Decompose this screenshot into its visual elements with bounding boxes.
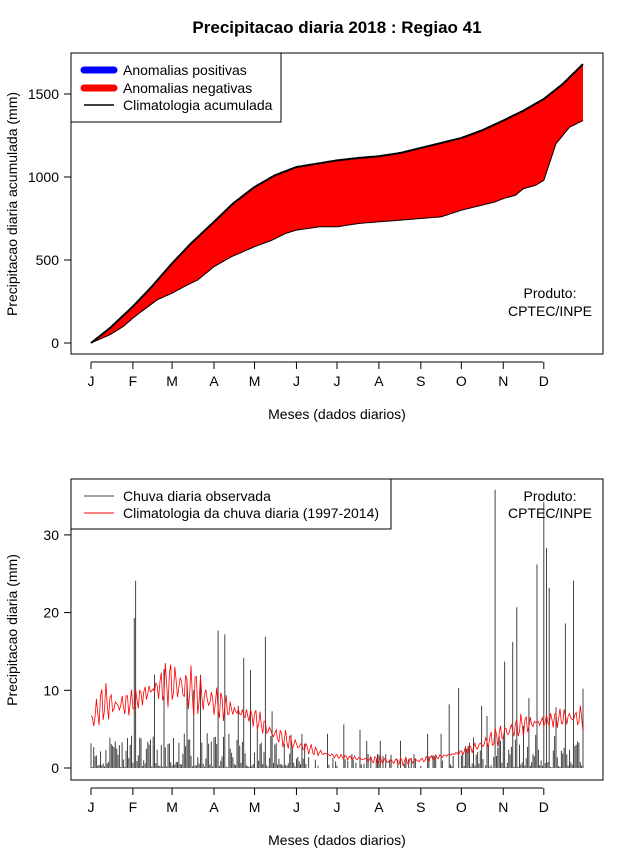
daily-chart: 0 10 20 30 J F M A M J J A S O N D Precipitacao diaria…: [4, 478, 604, 848]
producer-annotation-bottom-line1: Produto:: [524, 488, 577, 504]
x-tick-label-bottom: D: [539, 799, 549, 815]
y-tick-label-bottom: 10: [43, 682, 59, 698]
legend-label-positive: Anomalias positivas: [123, 62, 247, 78]
x-tick-label-bottom: S: [416, 799, 425, 815]
x-tick-label-bottom: A: [209, 799, 219, 815]
x-tick-label-top: M: [249, 373, 261, 389]
x-axis-label-bottom: Meses (dados diarios): [268, 832, 406, 848]
x-tick-label-bottom: J: [88, 799, 95, 815]
legend-box-bottom: [70, 478, 392, 530]
x-tick-label-top: A: [374, 373, 384, 389]
y-tick-label-top: 1500: [28, 86, 59, 102]
producer-annotation-top-line2: CPTEC/INPE: [508, 303, 592, 319]
legend-top: Anomalias positivas Anomalias negativas …: [70, 52, 282, 123]
x-tick-label-top: S: [416, 373, 425, 389]
x-tick-label-top: F: [129, 373, 138, 389]
y-tick-label-bottom: 20: [43, 605, 59, 621]
x-tick-label-top: M: [166, 373, 178, 389]
y-tick-label-bottom: 30: [43, 527, 59, 543]
x-tick-label-top: O: [456, 373, 467, 389]
x-tick-label-bottom: O: [456, 799, 467, 815]
y-axis-label-bottom: Precipitacao diaria (mm): [4, 554, 20, 706]
legend-label-climatology-daily: Climatologia da chuva diaria (1997-2014): [123, 505, 379, 521]
climatology-daily-line: [90, 662, 584, 767]
x-tick-label-top: D: [539, 373, 549, 389]
x-tick-label-top: J: [88, 373, 95, 389]
x-tick-label-top: J: [293, 373, 300, 389]
x-tick-label-bottom: M: [166, 799, 178, 815]
y-tick-label-bottom: 0: [51, 760, 59, 776]
cumulative-chart: 0 500 1000 1500 J F M A M J J A S O N D Precipitacao d…: [4, 52, 604, 422]
observed-daily-bars: [90, 489, 584, 768]
x-tick-label-bottom: A: [374, 799, 384, 815]
producer-annotation-bottom-line2: CPTEC/INPE: [508, 505, 592, 521]
y-axis-top: 0 500 1000 1500: [28, 86, 72, 351]
observed-cumulative-line: [90, 120, 584, 344]
y-axis-label-top: Precipitacao diaria acumulada (mm): [4, 92, 20, 316]
chart-title: Precipitacao diaria 2018 : Regiao 41: [192, 18, 481, 37]
x-tick-label-bottom: J: [293, 799, 300, 815]
y-tick-label-top: 500: [36, 252, 60, 268]
legend-bottom: Chuva diaria observada Climatologia da c…: [70, 478, 392, 530]
x-tick-label-bottom: N: [498, 799, 508, 815]
x-tick-label-bottom: M: [249, 799, 261, 815]
x-tick-label-bottom: J: [334, 799, 341, 815]
y-tick-label-top: 1000: [28, 169, 59, 185]
producer-annotation-top-line1: Produto:: [524, 285, 577, 301]
x-tick-label-bottom: F: [129, 799, 138, 815]
x-tick-label-top: A: [209, 373, 219, 389]
y-tick-label-top: 0: [51, 335, 59, 351]
climatology-cumulative-line: [90, 63, 584, 344]
x-tick-label-top: J: [334, 373, 341, 389]
legend-label-observed: Chuva diaria observada: [123, 488, 271, 504]
y-axis-bottom: 0 10 20 30: [43, 527, 72, 776]
legend-label-climatology: Climatologia acumulada: [123, 97, 273, 113]
legend-label-negative: Anomalias negativas: [123, 80, 252, 96]
negative-anomaly-area: [91, 64, 583, 343]
x-tick-label-top: N: [498, 373, 508, 389]
x-axis-label-top: Meses (dados diarios): [268, 406, 406, 422]
